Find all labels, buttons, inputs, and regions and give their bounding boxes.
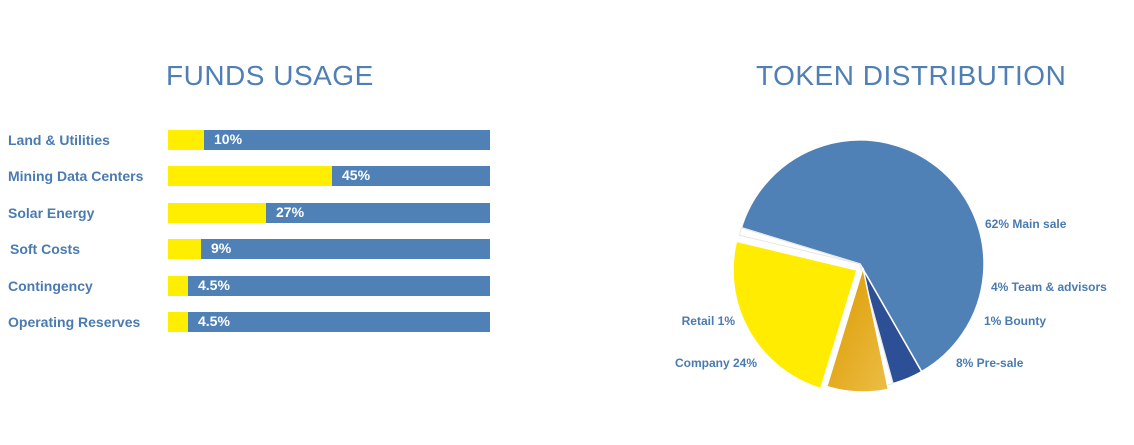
- bar-row: Soft Costs 9%: [0, 239, 560, 261]
- bar-fill: [168, 276, 188, 296]
- bar-value-label: 4.5%: [198, 277, 230, 293]
- bar-row: Contingency 4.5%: [0, 276, 560, 298]
- bar-category-label: Solar Energy: [8, 205, 95, 221]
- bar-value-label: 45%: [342, 167, 371, 183]
- pie-slice: [740, 139, 985, 373]
- bar-category-label: Mining Data Centers: [8, 168, 144, 184]
- bar-value-label: 4.5%: [198, 313, 230, 329]
- bar-row: Operating Reserves 4.5%: [0, 312, 560, 334]
- pie-slice-label: 62% Main sale: [985, 217, 1067, 231]
- pie-slice-label: Company 24%: [675, 356, 757, 370]
- bar-track: 10%: [168, 130, 490, 150]
- funds-usage-title: FUNDS USAGE: [166, 60, 374, 91]
- bar-category-label: Land & Utilities: [8, 132, 110, 148]
- bar-category-label: Soft Costs: [10, 241, 80, 257]
- pie-slice-label: Retail 1%: [682, 314, 736, 328]
- bar-category-label: Contingency: [8, 278, 93, 294]
- bar-row: Mining Data Centers 45%: [0, 166, 560, 188]
- bar-track: 45%: [168, 166, 490, 186]
- bar-track: 4.5%: [168, 276, 490, 296]
- bar-value-label: 9%: [211, 240, 232, 256]
- pie-slice: [738, 227, 861, 265]
- bar-track: 27%: [168, 203, 490, 223]
- bar-value-label: 10%: [214, 131, 243, 147]
- pie-slice: [825, 267, 890, 393]
- pie-slice-label: 4% Team & advisors: [991, 280, 1107, 294]
- bar-fill: [168, 312, 188, 332]
- bar-fill: [168, 239, 201, 259]
- token-distribution-title: TOKEN DISTRIBUTION: [756, 60, 1067, 91]
- bar-fill: [168, 166, 332, 186]
- bar-track: 9%: [168, 239, 490, 259]
- bar-row: Land & Utilities 10%: [0, 130, 560, 152]
- pie-slice: [732, 240, 858, 390]
- pie-slice-label: 1% Bounty: [984, 314, 1046, 328]
- bar-fill: [168, 203, 266, 223]
- bar-category-label: Operating Reserves: [8, 314, 141, 330]
- bar-fill: [168, 130, 204, 150]
- bar-track: 4.5%: [168, 312, 490, 332]
- bar-value-label: 27%: [276, 204, 305, 220]
- pie-slice-label: 8% Pre-sale: [956, 356, 1024, 370]
- bar-row: Solar Energy 27%: [0, 203, 560, 225]
- funds-usage-bar-chart: Land & Utilities 10% Mining Data Centers 45…: [0, 130, 560, 360]
- token-distribution-pie-chart: 62% Main sale 4% Team & advisors 1% Bounty…: [675, 139, 1107, 393]
